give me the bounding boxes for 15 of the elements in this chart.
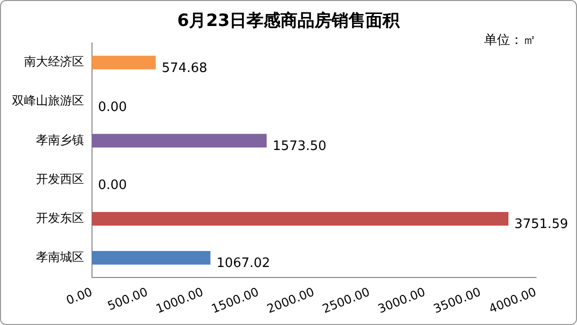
y-tick-label: 南大经济区 (24, 54, 84, 69)
chart-title: 6月23日孝感商品房销售面积 (176, 10, 401, 32)
data-label: 574.68 (162, 60, 208, 76)
y-tick-label: 孝南乡镇 (36, 132, 84, 147)
data-label: 1573.50 (272, 139, 326, 154)
annotation: 单位：㎡ (484, 32, 536, 49)
data-label: 1067.02 (216, 256, 270, 272)
data-label: 3751.59 (514, 217, 568, 232)
y-tick-label: 孝南城区 (36, 250, 84, 264)
y-tick-label: 开发东区 (36, 210, 84, 225)
data-label: 0.00 (98, 178, 127, 194)
data-label: 0.00 (98, 100, 127, 115)
y-tick-label: 双峰山旅游区 (12, 94, 84, 108)
x-tick-label: 0.00 (64, 284, 94, 308)
y-tick-label: 开发西区 (36, 172, 84, 186)
